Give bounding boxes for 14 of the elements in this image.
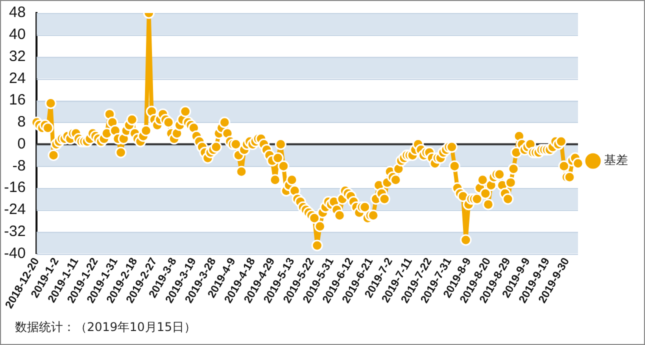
y-tick-label: -24	[4, 201, 26, 218]
y-tick-label: 40	[8, 26, 26, 44]
y-tick-label: 48	[8, 4, 26, 22]
y-tick-label: -8	[12, 157, 26, 174]
y-tick-label: -16	[4, 179, 26, 196]
text: 数据统计：（2019年10月15日）	[15, 319, 196, 336]
legend-label: 基差	[604, 153, 628, 168]
y-tick-label: 16	[8, 92, 26, 109]
y-tick-label: 32	[8, 48, 26, 65]
y-tick-label: -32	[4, 222, 26, 240]
y-tick-label: 8	[17, 114, 26, 131]
y-tick-label: 24	[8, 70, 26, 87]
y-tick-label: 0	[17, 135, 26, 152]
y-tick-label: -40	[4, 244, 26, 262]
